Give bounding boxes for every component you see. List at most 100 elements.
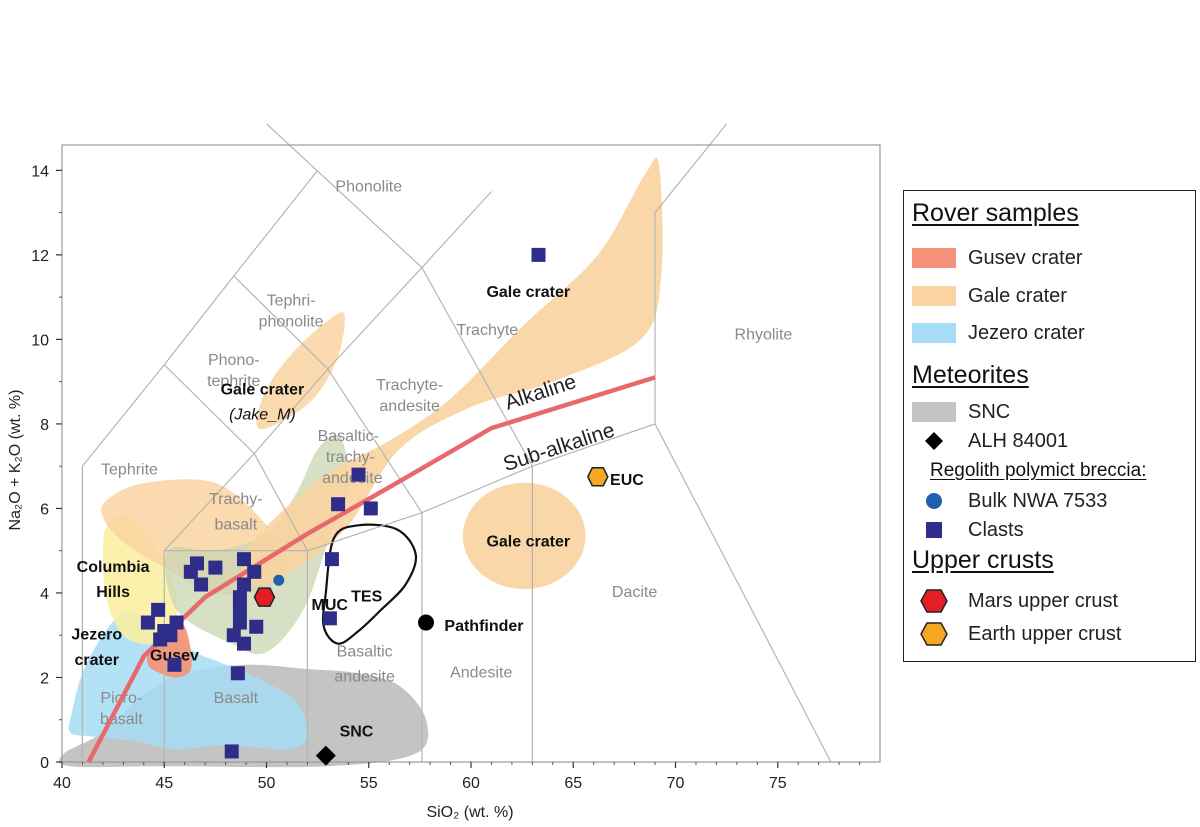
field-line-2 <box>163 275 235 366</box>
divider-line <box>86 375 656 764</box>
legend-label-earth-crust: Earth upper crust <box>968 622 1122 645</box>
tes-outline <box>321 523 418 645</box>
clasts-point-0 <box>531 247 546 262</box>
field-label-7: Trachy-basalt <box>209 491 263 533</box>
field-line-1 <box>81 364 165 467</box>
x-tick-label-55: 55 <box>360 775 378 792</box>
legend-label-alh: ALH 84001 <box>968 429 1069 452</box>
x-tick-label-45: 45 <box>155 775 173 792</box>
field-label-6: Basaltic-trachy-andesite <box>318 428 383 487</box>
field-line-20 <box>421 465 533 514</box>
field-line-16 <box>233 275 329 370</box>
y-tick-label-12: 12 <box>31 248 49 265</box>
mars-upper-crust-point-0 <box>253 587 276 607</box>
field-label-8: Rhyolite <box>735 326 793 343</box>
clasts-point-21 <box>153 632 168 647</box>
annotation-pathfinder: Pathfinder <box>444 618 523 635</box>
hexagon-icon <box>912 587 956 615</box>
legend-item-jezero: Jezero crater <box>912 319 1085 347</box>
alh-84001-point-0 <box>315 745 336 766</box>
region-label-3: Columbia Hills <box>77 559 150 601</box>
field-line-11 <box>327 267 423 370</box>
jezero-region <box>68 609 308 750</box>
clasts-point-27 <box>224 744 239 759</box>
clasts-point-16 <box>151 602 166 617</box>
legend-label-mars-crust: Mars upper crust <box>968 589 1119 612</box>
field-line-17 <box>421 267 533 467</box>
x-tick-label-40: 40 <box>53 775 71 792</box>
field-label-0: Phonolite <box>335 178 402 195</box>
field-line-9 <box>163 453 255 552</box>
y-tick-label-0: 0 <box>40 755 49 772</box>
legend-item-gale: Gale crater <box>912 282 1067 310</box>
field-line-23 <box>654 423 832 763</box>
legend-item-clasts: Clasts <box>912 516 1024 544</box>
field-line-21 <box>532 423 656 467</box>
axes: 40 45 50 55 60 65 70 75 0 2 4 6 8 10 12 14 <box>31 144 881 792</box>
field-line-15 <box>327 368 423 513</box>
clasts-point-19 <box>169 615 184 630</box>
legend-meteorites-heading: Meteorites <box>912 361 1029 389</box>
clasts-point-25 <box>230 666 245 681</box>
field-line-14 <box>163 364 255 454</box>
earth-upper-crust-point-0 <box>586 466 609 487</box>
legend-swatch-gusev <box>912 248 956 268</box>
field-line-10 <box>253 368 329 454</box>
legend: Rover samples Gusev crater Gale crater J… <box>903 190 1196 662</box>
clasts-point-12 <box>232 590 247 605</box>
field-label-5: Trachyte-andesite <box>376 377 443 415</box>
field-line-18 <box>266 123 423 268</box>
y-tick-label-6: 6 <box>40 501 49 518</box>
legend-swatch-jezero <box>912 323 956 343</box>
field-line-13 <box>253 453 308 551</box>
clasts-point-8 <box>237 552 252 567</box>
region-labels: Gale crater Gale crater (Jake_M) Gale crate… <box>71 284 570 741</box>
legend-label-clasts: Clasts <box>968 518 1024 541</box>
x-tick-label-60: 60 <box>462 775 480 792</box>
field-label-9: Dacite <box>612 584 657 601</box>
clasts-point-23 <box>237 636 252 651</box>
clasts-point-10 <box>194 577 209 592</box>
y-axis-label: Na₂O + K₂O (wt. %) <box>7 390 24 531</box>
legend-label-bulk: Bulk NWA 7533 <box>968 489 1108 512</box>
tas-field-lines <box>81 123 832 763</box>
gale-crater-main-region <box>241 157 663 585</box>
clasts-point-24 <box>167 657 182 672</box>
legend-label-gale: Gale crater <box>968 284 1067 307</box>
field-label-11: Basaltic andesite <box>334 643 395 685</box>
field-label-10: Andesite <box>450 664 512 681</box>
gale-crater-ellipse-region <box>462 482 586 590</box>
clasts-point-26 <box>322 611 337 626</box>
y-tick-label-2: 2 <box>40 670 49 687</box>
legend-item-snc: SNC <box>912 398 1010 426</box>
region-label-7: TES <box>351 588 382 605</box>
annotation-muc: MUC <box>311 597 348 614</box>
y-tick-label-4: 4 <box>40 586 49 603</box>
clasts-point-4 <box>324 552 339 567</box>
x-tick-label-65: 65 <box>564 775 582 792</box>
region-label-6: SNC <box>340 724 374 741</box>
field-label-2: Phono-tephrite <box>207 352 260 390</box>
region-label-5: Gusev <box>150 648 199 665</box>
legend-breccia-heading: Regolith polymict breccia: <box>930 460 1147 481</box>
y-tick-label-14: 14 <box>31 163 49 180</box>
annotation-euc: EUC <box>610 472 644 489</box>
region-label-1: Gale crater <box>221 381 305 398</box>
clasts-point-11 <box>237 577 252 592</box>
diamond-icon <box>912 427 956 455</box>
legend-item-earth-crust: Earth upper crust <box>912 620 1121 648</box>
legend-label-snc: SNC <box>968 400 1011 423</box>
clasts-point-2 <box>331 497 346 512</box>
region-sublabel-1: (Jake_M) <box>229 407 296 424</box>
region-label-4: Jezero crater <box>71 626 122 668</box>
field-label-4: Trachyte <box>457 322 519 339</box>
region-label-2: Gale crater <box>486 533 570 550</box>
field-label-12: Basalt <box>214 690 259 707</box>
square-icon <box>912 516 956 544</box>
gale-crater-jake-region <box>256 312 345 430</box>
legend-crusts-heading: Upper crusts <box>912 546 1054 574</box>
y-tick-label-10: 10 <box>31 332 49 349</box>
x-tick-label-75: 75 <box>769 775 787 792</box>
x-tick-label-70: 70 <box>667 775 685 792</box>
